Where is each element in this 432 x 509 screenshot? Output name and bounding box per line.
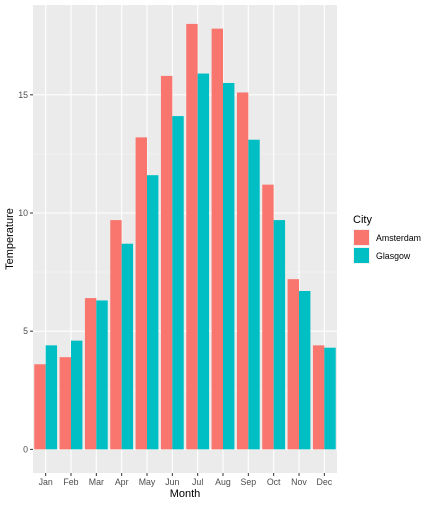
x-tick-label: Oct [267,477,281,487]
x-tick-label: Jul [192,477,203,487]
bar-glasgow-apr [121,243,134,450]
x-tick-label: Jan [39,477,53,487]
legend-key-glasgow [354,248,369,263]
bar-glasgow-mar [96,300,108,450]
bar-glasgow-sep [248,139,260,450]
bar-amsterdam-jan [34,364,46,450]
bar-amsterdam-aug [211,28,223,450]
axes: 0 5 10 15 Jan Feb Mar Apr May Jun Jul Aug Sep Oct Nov D… [18,90,333,487]
bar-amsterdam-sep [236,92,249,450]
legend-title: City [353,214,372,226]
plot-panel [33,5,337,473]
bars [34,23,336,450]
bar-amsterdam-nov [287,279,299,450]
bar-glasgow-aug [223,83,235,450]
bar-amsterdam-oct [262,184,274,450]
x-tick-label: Aug [215,477,231,487]
x-tick-label: May [139,477,156,487]
legend-items: Amsterdam Glasgow [353,229,421,264]
x-tick-label: Feb [63,477,78,487]
legend: City Amsterdam Glasgow [353,214,421,264]
x-tick-label: Mar [89,477,104,487]
x-tick-label: Sep [241,477,257,487]
x-tick-label: Apr [115,477,129,487]
bar-amsterdam-feb [59,357,71,450]
bar-glasgow-jan [45,345,58,450]
bar-glasgow-dec [324,347,336,450]
x-tick-label: Nov [291,477,307,487]
bar-amsterdam-jul [186,23,198,450]
bar-glasgow-may [147,175,159,450]
x-tick-label: Jun [165,477,179,487]
bar-glasgow-nov [299,291,311,450]
bar-amsterdam-jun [160,75,173,450]
x-axis-title: Month [170,488,201,500]
y-tick-label: 0 [23,444,28,454]
legend-label-glasgow: Glasgow [376,251,411,261]
y-tick-label: 5 [23,326,28,336]
x-tick-label: Dec [317,477,333,487]
bar-amsterdam-mar [84,298,97,450]
bar-glasgow-jul [197,73,210,450]
bar-glasgow-oct [273,220,286,450]
bar-glasgow-feb [71,340,83,450]
bar-glasgow-jun [172,116,184,450]
y-tick-label: 15 [18,90,28,100]
legend-label-amsterdam: Amsterdam [376,233,421,243]
bar-amsterdam-may [135,137,147,450]
bar-amsterdam-apr [110,220,122,450]
legend-key-amsterdam [354,230,369,245]
y-tick-label: 10 [18,208,28,218]
bar-amsterdam-dec [312,345,325,450]
y-axis-title: Temperature [4,208,16,270]
